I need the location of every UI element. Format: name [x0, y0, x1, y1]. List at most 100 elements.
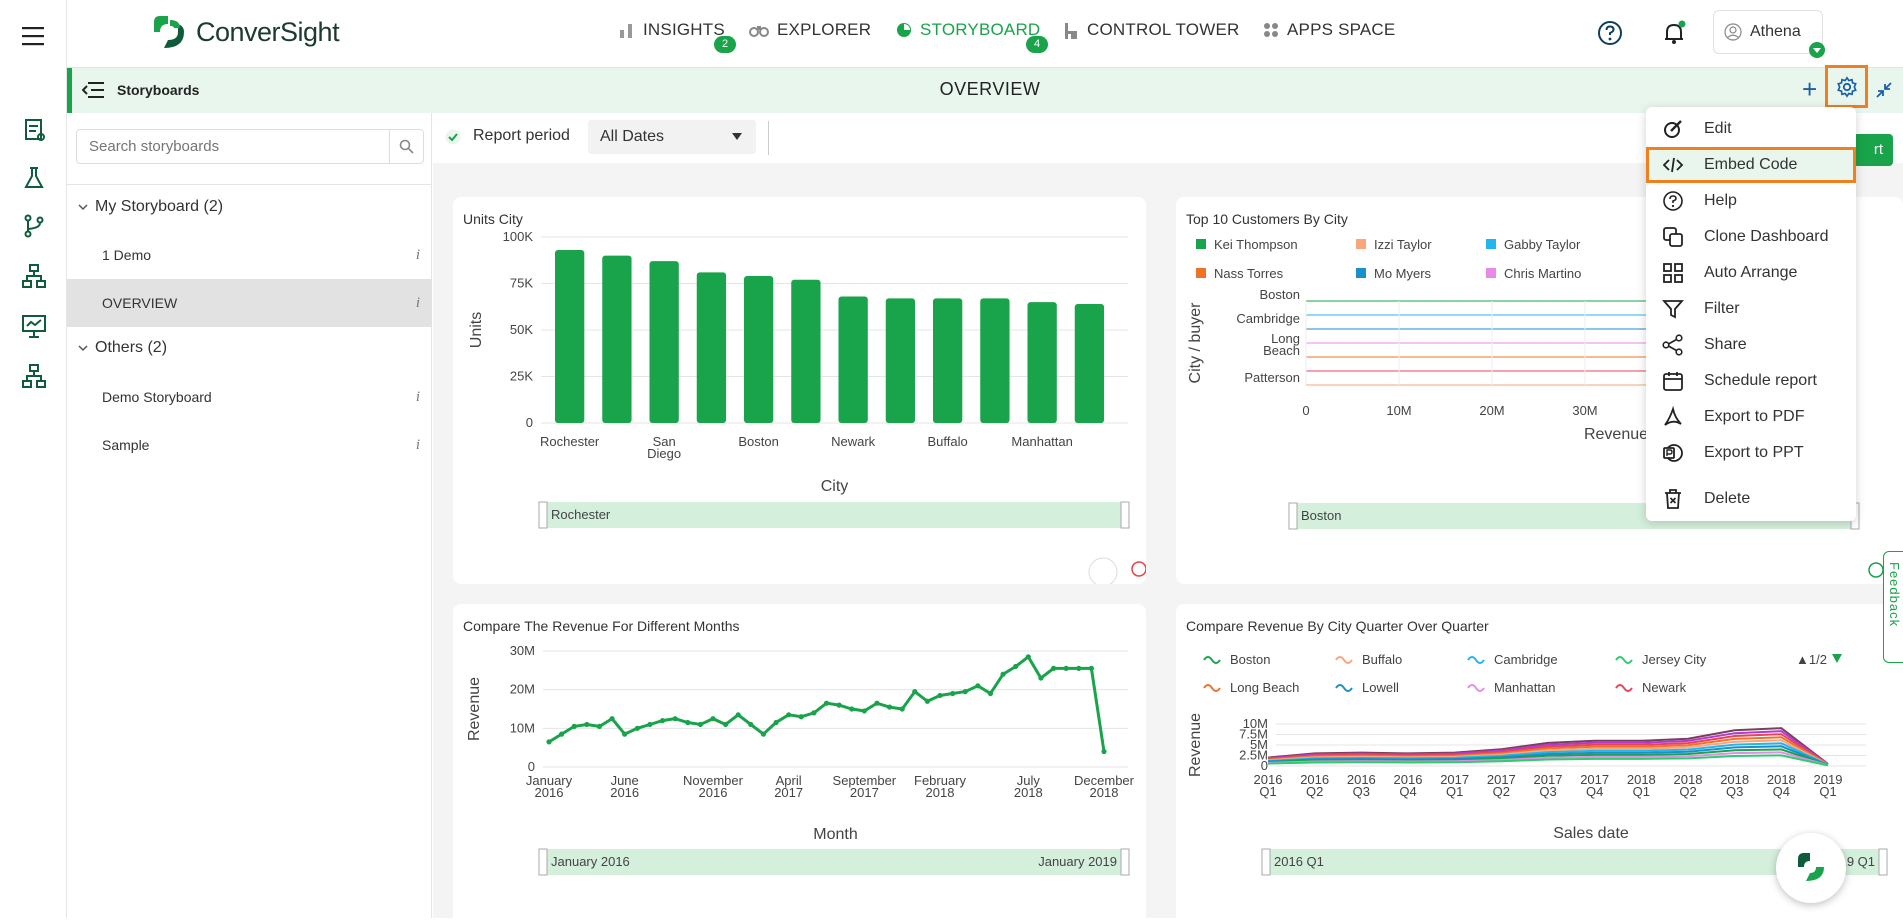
x-tick-label: 2018 Q2: [1674, 772, 1703, 799]
nav-control-tower[interactable]: CONTROL TOWER: [1063, 20, 1239, 40]
sidebar-item-overview[interactable]: OVERVIEW i: [67, 279, 432, 327]
hamburger-menu-icon[interactable]: [22, 26, 46, 46]
group-others-label: Others (2): [95, 339, 168, 356]
sidebar-item-label: Sample: [102, 437, 150, 453]
legend-label: Chris Martino: [1504, 266, 1581, 281]
y-tick-label: 20M: [510, 682, 535, 697]
menu-item-help[interactable]: Help: [1646, 183, 1856, 219]
brand-logo[interactable]: ConverSight: [150, 14, 340, 50]
search-icon[interactable]: [399, 139, 414, 154]
data-point: [697, 721, 703, 728]
edit-icon: [1664, 120, 1682, 138]
y-axis-title: Revenue: [1187, 713, 1204, 777]
settings-button[interactable]: [1825, 65, 1868, 108]
x-tick-label: Boston: [738, 434, 778, 449]
x-tick-label: 2016 Q3: [1347, 772, 1376, 799]
data-point: [634, 725, 640, 731]
branch-icon[interactable]: [20, 212, 48, 240]
y-tick-label: 100K: [503, 229, 534, 244]
bar-5: [791, 279, 821, 423]
legend-label: Cambridge: [1494, 652, 1558, 667]
report-period-checkbox[interactable]: [445, 129, 461, 145]
info-icon: [1868, 562, 1884, 578]
range-slider-handle-left: [1288, 502, 1298, 530]
user-dropdown-icon[interactable]: [1808, 41, 1826, 59]
collapse-icon[interactable]: [1876, 82, 1892, 98]
nav-insights[interactable]: INSIGHTS: [619, 20, 725, 40]
menu-item-schedule-report[interactable]: Schedule report: [1646, 363, 1856, 399]
group-others[interactable]: Others (2): [77, 339, 167, 357]
help-circle-icon[interactable]: [1597, 20, 1623, 46]
data-point: [849, 706, 855, 712]
nav-storyboard[interactable]: STORYBOARD: [896, 20, 1040, 40]
legend-label: Kei Thompson: [1214, 237, 1298, 252]
menu-item-label: Export to PPT: [1704, 444, 1804, 461]
info-icon[interactable]: i: [415, 436, 420, 453]
data-point: [559, 731, 565, 737]
data-point: [1101, 748, 1107, 755]
group-my-storyboard[interactable]: My Storyboard (2): [77, 198, 223, 216]
x-tick-label: Manhattan: [1011, 434, 1072, 449]
partial-action-button[interactable]: rt: [1853, 134, 1893, 166]
menu-item-edit[interactable]: Edit: [1646, 111, 1856, 147]
assistant-bubble[interactable]: [1776, 833, 1846, 903]
feedback-tab[interactable]: Feedback: [1883, 551, 1903, 663]
x-tick-label: 2017 Q3: [1534, 772, 1563, 799]
x-tick-label: 2016 Q4: [1394, 772, 1423, 799]
presentation-chart-icon[interactable]: [20, 312, 48, 340]
data-point: [1013, 663, 1019, 670]
x-tick-label: 2018 Q1: [1627, 772, 1656, 799]
menu-item-share[interactable]: Share: [1646, 327, 1856, 363]
range-slider-handle-right: [1878, 848, 1888, 876]
toggle-sidebar-icon[interactable]: [82, 80, 104, 100]
report-list-icon[interactable]: [20, 116, 48, 144]
legend-label: Izzi Taylor: [1374, 237, 1432, 252]
menu-item-auto-arrange[interactable]: Auto Arrange: [1646, 255, 1856, 291]
city-series-line-6: [1267, 745, 1829, 766]
date-filter-value: All Dates: [600, 128, 665, 145]
notification-bell-icon[interactable]: [1661, 20, 1687, 46]
range-slider-handle-left: [538, 848, 548, 876]
y-tick-label: 7.5M: [1239, 727, 1268, 742]
lab-flask-icon[interactable]: [20, 164, 48, 192]
sidebar-item-sample[interactable]: Sample i: [67, 421, 432, 469]
info-icon[interactable]: i: [415, 246, 420, 263]
menu-item-export-pdf[interactable]: Export to PDF: [1646, 399, 1856, 435]
chart-card-revenue-months[interactable]: Compare The Revenue For Different Months…: [453, 604, 1146, 924]
nav-apps-space[interactable]: APPS SPACE: [1263, 20, 1395, 40]
y-tick-label: 25K: [510, 369, 533, 384]
data-point: [786, 712, 792, 718]
menu-item-clone-dashboard[interactable]: Clone Dashboard: [1646, 219, 1856, 255]
data-point: [975, 683, 981, 689]
bar-4: [744, 276, 774, 423]
menu-item-export-ppt[interactable]: Export to PPT: [1646, 435, 1856, 471]
search-storyboards-input[interactable]: [77, 130, 387, 163]
data-point: [672, 716, 678, 722]
sidebar-item-1-demo[interactable]: 1 Demo i: [67, 231, 432, 279]
legend-label: Mo Myers: [1374, 266, 1432, 281]
data-point: [748, 721, 754, 728]
user-menu[interactable]: Athena: [1713, 10, 1823, 54]
date-filter-select[interactable]: All Dates: [588, 120, 756, 154]
org-structure-icon[interactable]: [20, 362, 48, 390]
data-point: [924, 698, 931, 704]
nav-explorer[interactable]: EXPLORER: [749, 20, 871, 40]
sidebar-item-demo-storyboard[interactable]: Demo Storyboard i: [67, 373, 432, 421]
x-tick-label: 2017 Q2: [1487, 772, 1516, 799]
add-widget-icon[interactable]: +: [1802, 74, 1818, 104]
y-tick-label: 75K: [510, 276, 533, 291]
y-axis-title: City / buyer: [1187, 302, 1204, 384]
x-tick-label: 2018 Q3: [1720, 772, 1749, 799]
hierarchy-icon[interactable]: [20, 262, 48, 290]
info-icon[interactable]: i: [415, 294, 420, 311]
info-icon[interactable]: i: [415, 388, 420, 405]
storyboards-sidebar: My Storyboard (2) 1 Demo i OVERVIEW i Ot…: [67, 113, 432, 918]
menu-item-embed-code[interactable]: Embed Code: [1646, 147, 1856, 183]
chart-card-units-city[interactable]: Units City 0 25K 50K 75K 100K Rochester San Die…: [453, 197, 1146, 584]
menu-item-filter[interactable]: Filter: [1646, 291, 1856, 327]
data-point: [596, 723, 603, 729]
range-slider-start-label: Boston: [1301, 508, 1341, 523]
y-tick-label: 10M: [510, 720, 535, 735]
sidebar-divider: [67, 184, 432, 185]
menu-item-delete[interactable]: Delete: [1646, 481, 1856, 517]
